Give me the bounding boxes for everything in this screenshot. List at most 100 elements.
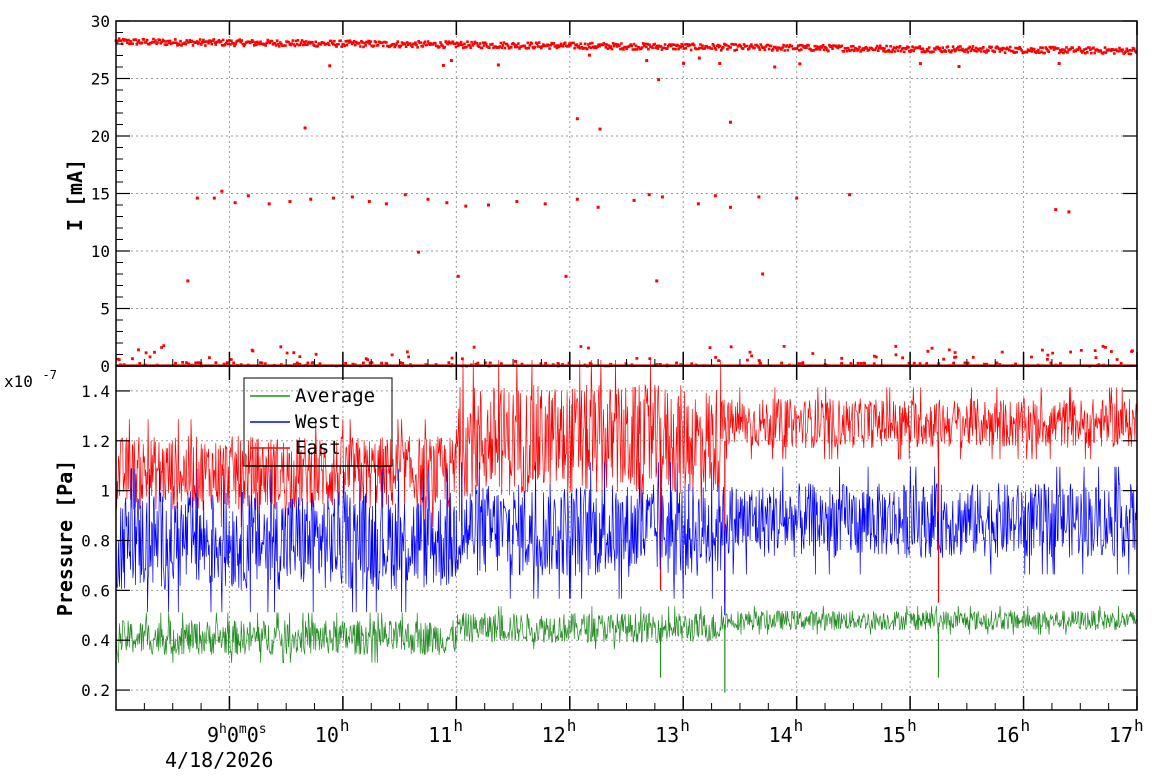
current-point: [773, 65, 777, 69]
x-tick-unit: h: [907, 716, 917, 735]
current-point: [587, 53, 591, 57]
x-tick-unit: h: [1021, 716, 1031, 735]
current-point: [212, 196, 216, 200]
bottom-y-tick-label: 0.8: [81, 531, 110, 550]
current-point: [598, 127, 602, 131]
y-multiplier-exponent: -7: [43, 368, 57, 382]
current-point: [645, 59, 649, 63]
current-point: [697, 56, 701, 60]
current-point: [186, 279, 190, 283]
current-point: [728, 205, 732, 209]
x-tick-unit: h: [1134, 716, 1144, 735]
current-point: [303, 126, 307, 130]
offset-hours-value: 9: [207, 723, 219, 747]
date-label: 4/18/2026: [165, 748, 273, 772]
bottom-y-tick-label: 0.2: [81, 681, 110, 700]
current-point: [1067, 210, 1071, 214]
x-tick-label: 13: [655, 723, 679, 747]
current-point: [632, 198, 636, 202]
current-point: [795, 196, 799, 200]
current-point: [496, 63, 500, 67]
current-point: [288, 200, 292, 204]
offset-minutes-unit: m: [239, 722, 247, 737]
current-point: [713, 194, 717, 198]
x-tick-label: 16: [995, 723, 1019, 747]
legend-label-west: West: [295, 411, 341, 433]
current-point: [543, 202, 547, 206]
pressure-lines: [115, 359, 1138, 693]
current-point: [449, 59, 453, 63]
bottom-y-tick-label: 1.4: [81, 382, 110, 401]
current-point: [328, 64, 332, 68]
x-tick-label: 10: [315, 723, 339, 747]
current-point: [575, 197, 579, 201]
top-y-tick-label: 20: [91, 127, 110, 146]
legend-label-east: East: [295, 437, 341, 459]
current-point: [331, 196, 335, 200]
bottom-y-tick-label: 0.6: [81, 581, 110, 600]
current-point: [384, 202, 388, 206]
current-point: [367, 200, 371, 204]
current-point: [246, 194, 250, 198]
time-axis: 10 h 11 h 12 h 13 h 14 h 15 h 16 h 17 h: [143, 21, 1144, 747]
legend-label-average: Average: [295, 385, 375, 407]
current-point: [195, 196, 199, 200]
x-tick-label: 12: [542, 723, 566, 747]
current-point: [696, 202, 700, 206]
current-point: [486, 203, 490, 207]
top-y-axis-title: I [mA]: [63, 159, 87, 231]
top-y-axis: 0 5 10 15 20 25 30: [91, 12, 1137, 376]
time-offset-label: 9h0m0s: [207, 722, 267, 747]
offset-minutes-value: 0: [227, 723, 239, 747]
current-point: [456, 274, 460, 278]
pressure-line-east: [115, 359, 1138, 528]
x-tick-unit: h: [340, 716, 350, 735]
bottom-y-axis: 0.2 0.4 0.6 0.8 1 1.2 1.4: [81, 382, 1137, 700]
current-point: [1057, 61, 1061, 65]
offset-seconds-value: 0: [247, 723, 259, 747]
current-point: [957, 65, 961, 69]
current-point: [220, 189, 224, 193]
current-point: [417, 250, 421, 254]
x-tick-unit: h: [567, 716, 577, 735]
x-tick-label: 11: [428, 723, 452, 747]
current-point: [575, 117, 579, 121]
current-point: [403, 193, 407, 197]
current-point: [1054, 208, 1058, 212]
current-point: [728, 120, 732, 124]
top-y-tick-label: 5: [100, 300, 110, 319]
current-point: [596, 205, 600, 209]
current-point: [267, 202, 271, 206]
top-y-tick-label: 25: [91, 70, 110, 89]
bottom-y-tick-label: 0.4: [81, 631, 110, 650]
top-y-tick-label: 30: [91, 12, 110, 31]
current-point: [798, 62, 802, 66]
x-tick-unit: h: [453, 716, 463, 735]
current-point: [233, 201, 237, 205]
current-point: [564, 274, 568, 278]
current-point: [848, 193, 852, 197]
current-point: [918, 62, 922, 66]
pressure-line-west: [115, 462, 1138, 613]
current-point: [647, 193, 651, 197]
current-point: [660, 195, 664, 199]
current-point: [657, 78, 661, 82]
x-tick-label: 15: [882, 723, 906, 747]
current-point: [761, 272, 765, 276]
top-y-tick-label: 15: [91, 185, 110, 204]
top-panel-grid: [116, 20, 1138, 367]
x-tick-label: 14: [769, 723, 793, 747]
top-y-tick-label: 0: [100, 357, 110, 376]
current-point: [441, 63, 445, 67]
current-baseline-points: [114, 37, 1138, 56]
current-point: [682, 61, 686, 65]
x-tick-unit: h: [680, 716, 690, 735]
y-multiplier-base: x10: [4, 372, 33, 391]
top-y-tick-label: 10: [91, 242, 110, 261]
offset-hours-unit: h: [219, 722, 227, 737]
current-point: [445, 201, 449, 205]
legend: Average West East: [243, 377, 393, 467]
current-point: [757, 195, 761, 199]
bottom-y-tick-label: 1.2: [81, 432, 110, 451]
